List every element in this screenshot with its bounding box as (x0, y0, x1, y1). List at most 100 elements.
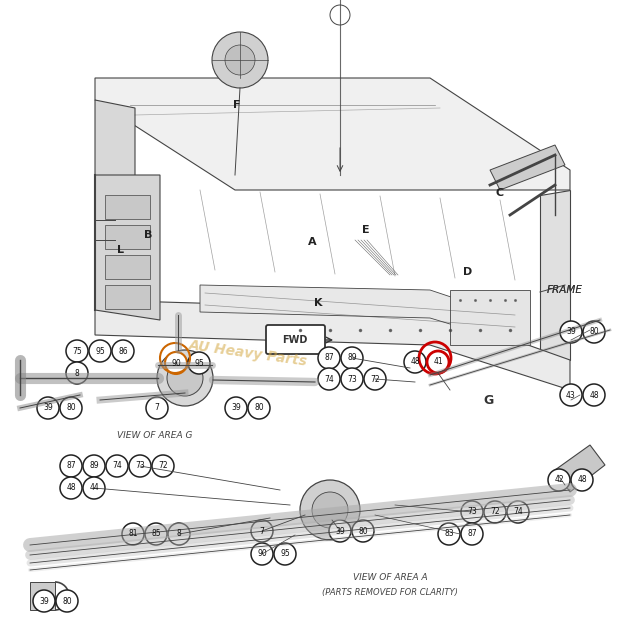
Text: F: F (233, 100, 241, 110)
Text: B: B (144, 230, 152, 240)
Text: 7: 7 (260, 527, 264, 536)
Text: FRAME: FRAME (547, 285, 583, 295)
Circle shape (167, 360, 203, 396)
Text: VIEW OF AREA A: VIEW OF AREA A (353, 573, 428, 582)
Circle shape (461, 523, 483, 545)
Circle shape (129, 455, 151, 477)
Circle shape (122, 523, 144, 545)
Text: 80: 80 (62, 596, 72, 605)
Text: 72: 72 (490, 508, 500, 516)
Text: 42: 42 (554, 476, 564, 484)
Polygon shape (95, 300, 570, 390)
Text: C: C (496, 188, 504, 198)
Text: FWD: FWD (282, 335, 308, 345)
Circle shape (300, 480, 360, 540)
Text: 90: 90 (171, 358, 181, 367)
Text: 73: 73 (135, 461, 145, 470)
Circle shape (251, 520, 273, 542)
Circle shape (165, 352, 187, 374)
Text: K: K (314, 298, 323, 308)
Text: 48: 48 (410, 358, 420, 367)
Text: D: D (463, 267, 472, 277)
Text: 85: 85 (151, 529, 161, 538)
Circle shape (248, 397, 270, 419)
Polygon shape (490, 145, 565, 190)
Circle shape (484, 501, 506, 523)
Circle shape (312, 492, 348, 528)
Text: 41: 41 (433, 358, 443, 367)
Circle shape (548, 469, 570, 491)
Circle shape (274, 543, 296, 565)
Circle shape (329, 520, 351, 542)
Text: A: A (308, 237, 316, 247)
Circle shape (83, 455, 105, 477)
Text: E: E (362, 225, 370, 235)
Text: AU Heavy Parts: AU Heavy Parts (188, 338, 308, 368)
Circle shape (145, 523, 167, 545)
Polygon shape (555, 445, 605, 492)
Text: 87: 87 (324, 353, 334, 362)
Text: G: G (483, 394, 493, 406)
Text: 39: 39 (566, 328, 576, 337)
Text: (PARTS REMOVED FOR CLARITY): (PARTS REMOVED FOR CLARITY) (322, 588, 458, 596)
Bar (450, 290, 530, 345)
Circle shape (112, 340, 134, 362)
Text: 7: 7 (155, 403, 159, 413)
Text: 48: 48 (66, 483, 76, 493)
Text: 72: 72 (158, 461, 168, 470)
Circle shape (56, 590, 78, 612)
Text: 48: 48 (577, 476, 587, 484)
Circle shape (341, 347, 363, 369)
Circle shape (33, 590, 55, 612)
Circle shape (157, 350, 213, 406)
Text: 81: 81 (128, 529, 138, 538)
Bar (105, 285, 150, 309)
Circle shape (168, 523, 190, 545)
Polygon shape (95, 100, 135, 310)
Text: 48: 48 (589, 390, 599, 399)
Text: 8: 8 (75, 369, 79, 378)
Text: 89: 89 (347, 353, 357, 362)
Circle shape (60, 477, 82, 499)
Text: 83: 83 (444, 529, 454, 538)
Text: 87: 87 (66, 461, 76, 470)
Circle shape (560, 321, 582, 343)
Circle shape (106, 455, 128, 477)
Text: 80: 80 (589, 328, 599, 337)
Text: 90: 90 (257, 550, 267, 559)
Circle shape (83, 477, 105, 499)
Text: 73: 73 (467, 508, 477, 516)
Circle shape (461, 501, 483, 523)
Circle shape (583, 321, 605, 343)
Text: 74: 74 (112, 461, 122, 470)
Text: 74: 74 (513, 508, 523, 516)
Text: 95: 95 (95, 346, 105, 355)
Text: 89: 89 (89, 461, 99, 470)
Bar (105, 195, 150, 219)
Circle shape (438, 523, 460, 545)
Text: 87: 87 (467, 529, 477, 538)
Polygon shape (540, 190, 570, 360)
Circle shape (318, 368, 340, 390)
Circle shape (251, 543, 273, 565)
Circle shape (507, 501, 529, 523)
Polygon shape (95, 78, 570, 190)
Circle shape (364, 368, 386, 390)
Polygon shape (200, 285, 520, 345)
Circle shape (152, 455, 174, 477)
Circle shape (583, 384, 605, 406)
Text: 39: 39 (335, 527, 345, 536)
Text: 73: 73 (347, 374, 357, 383)
Text: 39: 39 (43, 403, 53, 413)
Polygon shape (95, 175, 160, 320)
Text: 43: 43 (566, 390, 576, 399)
Circle shape (37, 397, 59, 419)
Circle shape (146, 397, 168, 419)
Text: 80: 80 (358, 527, 368, 536)
Circle shape (225, 45, 255, 75)
Circle shape (212, 32, 268, 88)
Circle shape (188, 352, 210, 374)
Text: 72: 72 (370, 374, 380, 383)
Text: 86: 86 (118, 346, 128, 355)
Text: 75: 75 (72, 346, 82, 355)
